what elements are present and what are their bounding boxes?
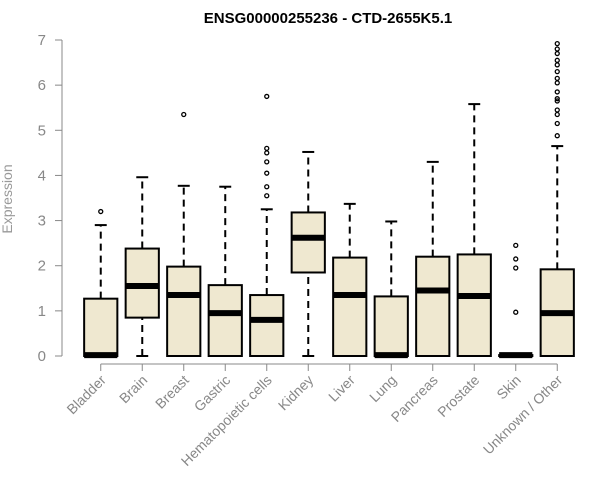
box-breast: [166, 111, 202, 358]
outlier-point: [554, 40, 560, 47]
box-lung: [373, 220, 409, 359]
y-axis-label: Expression: [0, 164, 15, 233]
x-tick-label: Brain: [116, 372, 150, 406]
x-tick-label: Skin: [493, 372, 524, 403]
outlier-point: [264, 159, 270, 165]
outlier-point: [554, 120, 560, 127]
outlier-point: [554, 62, 560, 68]
y-tick-label: 7: [38, 32, 46, 49]
box-kidney: [290, 150, 326, 357]
box-hematopoietic-cells: [249, 93, 285, 357]
box-series: [83, 40, 575, 359]
outlier-point: [554, 96, 560, 102]
y-tick-label: 4: [38, 167, 46, 184]
box-bladder: [83, 208, 119, 359]
x-tick-label: Unknown / Other: [480, 372, 566, 458]
box-skin: [498, 242, 534, 359]
x-tick-label: Kidney: [275, 372, 317, 414]
outlier-point: [554, 75, 560, 82]
outlier-point: [264, 145, 270, 151]
outlier-point: [554, 107, 560, 113]
outlier-point: [264, 184, 270, 190]
box-body: [415, 255, 451, 357]
box-body: [83, 297, 119, 358]
box-body: [456, 253, 492, 357]
box-gastric: [207, 185, 243, 357]
box-body: [166, 265, 202, 358]
chart-title: ENSG00000255236 - CTD-2655K5.1: [204, 10, 452, 27]
outlier-point: [98, 208, 104, 215]
outlier-point: [264, 193, 270, 199]
outlier-point: [554, 50, 560, 57]
y-axis: 0 1 2 3 4 5 6 7: [38, 32, 63, 365]
outlier-point: [554, 68, 560, 75]
box-unknown-other: [539, 40, 575, 357]
outlier-point: [554, 133, 560, 139]
y-tick-label: 0: [38, 348, 46, 365]
outlier-point: [513, 309, 519, 315]
box-pancreas: [415, 160, 451, 357]
outlier-point: [513, 242, 519, 249]
x-tick-label: Lung: [366, 372, 399, 405]
box-body: [290, 211, 326, 274]
y-tick-label: 1: [38, 303, 46, 320]
y-tick-label: 5: [38, 122, 46, 139]
outlier-point: [554, 89, 560, 95]
outlier-point: [513, 265, 519, 271]
outlier-point: [181, 111, 187, 118]
outlier-point: [554, 98, 560, 104]
x-tick-label: Liver: [325, 372, 358, 405]
y-tick-label: 2: [38, 258, 46, 275]
outlier-point: [264, 93, 270, 100]
y-tick-label: 6: [38, 77, 46, 94]
outlier-point: [554, 46, 560, 52]
y-tick-label: 3: [38, 213, 46, 230]
outlier-point: [554, 57, 560, 63]
box-body: [207, 284, 243, 357]
box-liver: [332, 202, 368, 357]
x-tick-label: Bladder: [63, 372, 109, 418]
box-body: [332, 256, 368, 357]
x-tick-label: Prostate: [434, 372, 482, 420]
box-body: [249, 294, 285, 357]
outlier-point: [264, 170, 270, 176]
outlier-point: [513, 256, 519, 262]
x-tick-label: Breast: [152, 372, 192, 412]
box-brain: [124, 176, 160, 357]
outlier-point: [554, 80, 560, 86]
outlier-point: [554, 111, 560, 118]
box-body: [373, 295, 409, 358]
outlier-point: [264, 150, 270, 156]
box-prostate: [456, 103, 492, 357]
